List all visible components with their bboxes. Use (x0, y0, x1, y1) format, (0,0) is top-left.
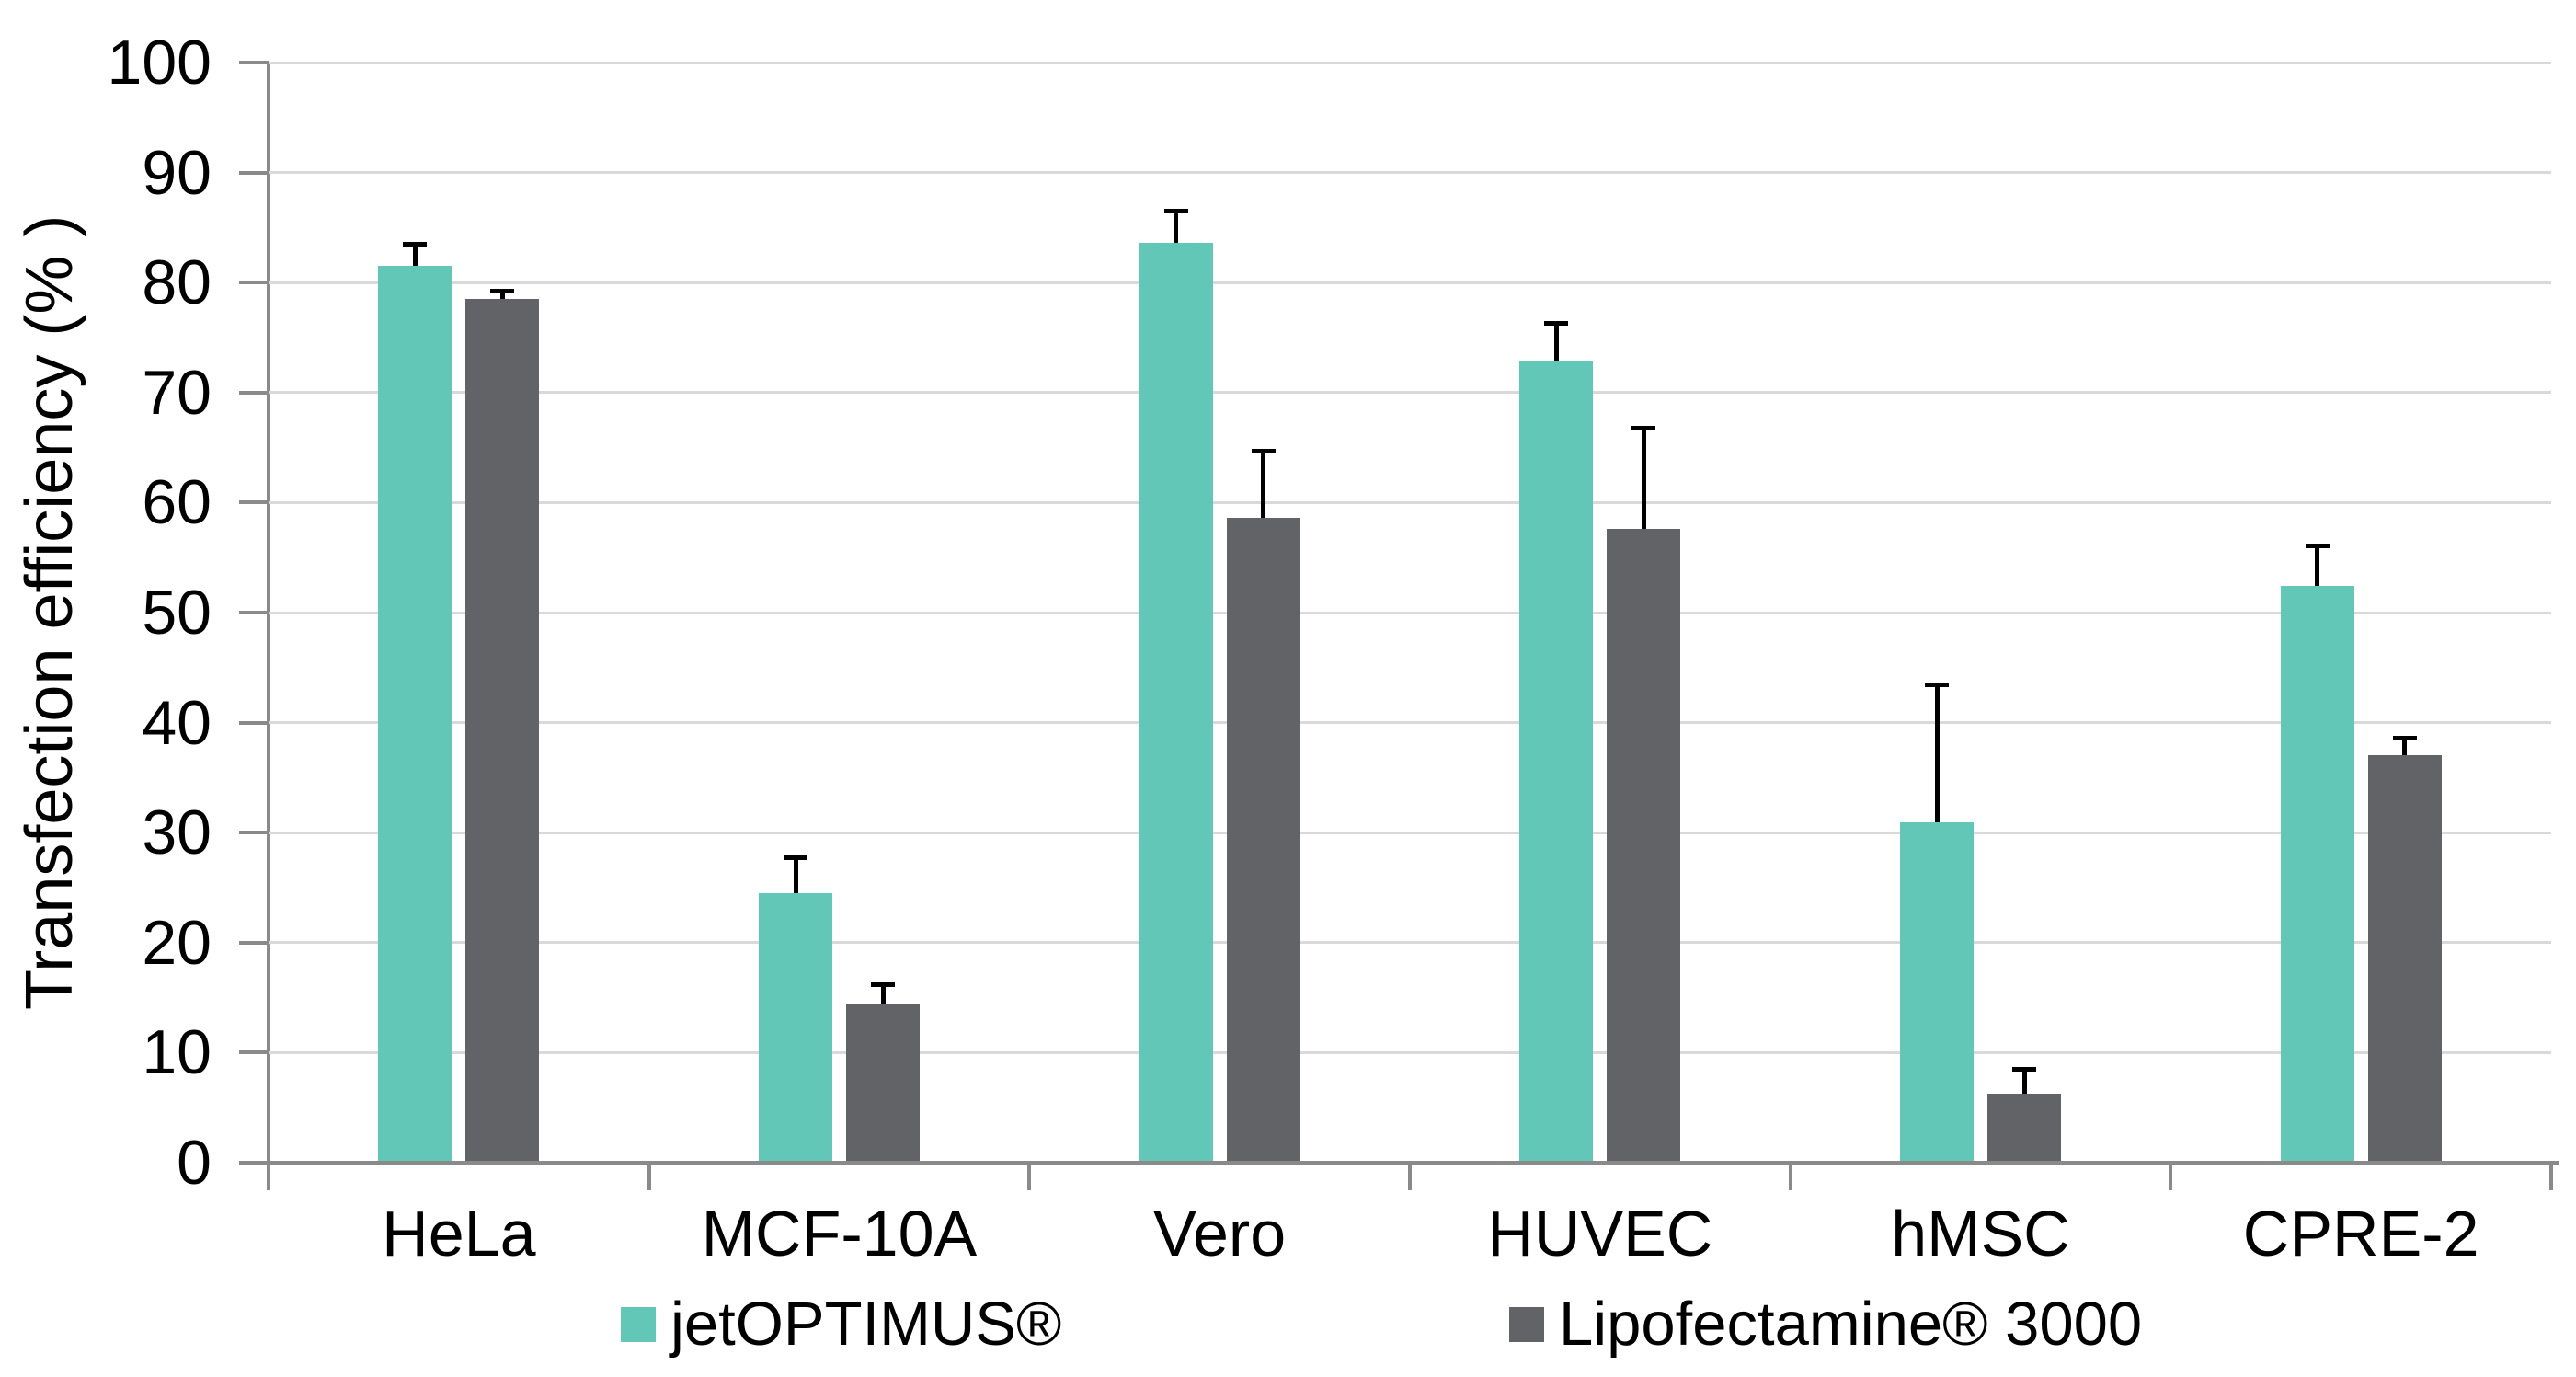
y-tick-label: 90 (142, 137, 212, 208)
error-bar-cap (2392, 735, 2417, 740)
x-category-label: CPRE-2 (2242, 1198, 2479, 1269)
bar-lipofectamine-3000-hela (465, 299, 540, 1163)
x-tick-mark (2549, 1163, 2553, 1190)
y-tick-mark (239, 500, 269, 505)
bar-lipofectamine-3000-huvec (1607, 529, 1681, 1163)
legend-entry-lipofectamine: Lipofectamine® 3000 (1509, 1293, 2142, 1355)
x-category-label: MCF-10A (701, 1198, 978, 1269)
error-bar-line (412, 244, 418, 267)
y-tick-mark (239, 170, 269, 175)
gridline (269, 831, 2551, 834)
error-bar-cap (2305, 543, 2330, 548)
error-bar-cap (490, 289, 515, 294)
y-tick-mark (239, 831, 269, 835)
error-bar-line (880, 984, 886, 1004)
y-tick-mark (239, 611, 269, 614)
y-tick-label: 40 (142, 687, 212, 758)
x-tick-mark (1027, 1163, 1032, 1190)
y-tick-mark (239, 720, 269, 725)
error-bar-line (1934, 684, 1940, 823)
x-tick-mark (2169, 1163, 2173, 1190)
x-category-label: hMSC (1891, 1198, 2070, 1269)
y-tick-mark (239, 940, 269, 945)
x-tick-mark (647, 1163, 651, 1190)
x-category-label: HUVEC (1487, 1198, 1713, 1269)
error-bar-line (1641, 428, 1646, 530)
error-bar-cap (871, 981, 895, 987)
x-category-label: Vero (1153, 1198, 1287, 1269)
y-tick-label: 20 (142, 907, 212, 978)
bar-jetoptimus--mcf-10a (759, 892, 832, 1163)
gridline (269, 1050, 2551, 1054)
error-bar-line (1174, 211, 1179, 244)
gridline (269, 941, 2551, 945)
y-tick-label: 50 (142, 578, 212, 648)
gridline (269, 500, 2551, 504)
bar-jetoptimus--vero (1139, 243, 1213, 1163)
error-bar-cap (2012, 1066, 2036, 1072)
bar-jetoptimus--huvec (1519, 361, 1594, 1163)
y-tick-label: 80 (142, 247, 212, 318)
x-tick-mark (1788, 1163, 1792, 1190)
legend-swatch-lipofectamine (1509, 1306, 1544, 1342)
error-bar-line (2402, 738, 2408, 756)
error-bar-line (2315, 545, 2320, 587)
gridline (269, 281, 2551, 284)
legend-swatch-jetoptimus (621, 1306, 656, 1342)
y-tick-label: 60 (142, 467, 212, 538)
error-bar-line (1553, 323, 1559, 362)
bar-lipofectamine-3000-vero (1226, 518, 1300, 1163)
y-tick-label: 100 (107, 28, 212, 98)
x-tick-mark (267, 1163, 270, 1190)
gridline (269, 171, 2551, 175)
legend-label-lipofectamine: Lipofectamine® 3000 (1559, 1290, 2143, 1359)
x-tick-mark (1408, 1163, 1412, 1190)
y-tick-mark (239, 281, 269, 285)
plot-area (269, 61, 2551, 1163)
bar-lipofectamine-3000-cpre-2 (2367, 755, 2442, 1163)
error-bar-line (793, 857, 798, 893)
error-bar-line (1261, 451, 1266, 519)
error-bar-cap (1925, 683, 1949, 688)
y-tick-label: 10 (142, 1017, 212, 1088)
gridline (269, 61, 2551, 64)
y-tick-mark (239, 1050, 269, 1055)
error-bar-cap (1631, 425, 1656, 430)
gridline (269, 391, 2551, 395)
y-axis-line (267, 63, 270, 1190)
x-category-label: HeLa (382, 1198, 536, 1269)
error-bar-cap (1163, 208, 1188, 213)
bar-jetoptimus--cpre-2 (2280, 586, 2354, 1163)
legend-entry-jetoptimus: jetOPTIMUS® (621, 1293, 1061, 1355)
bar-jetoptimus--hmsc (1900, 822, 1974, 1163)
gridline (269, 721, 2551, 725)
error-bar-cap (784, 855, 807, 861)
error-bar-line (2021, 1069, 2027, 1094)
y-tick-label: 30 (142, 798, 212, 868)
x-axis-line (267, 1161, 2559, 1165)
y-tick-label: 70 (142, 357, 212, 428)
error-bar-cap (1251, 448, 1276, 453)
error-bar-cap (1544, 320, 1569, 326)
y-tick-mark (239, 61, 269, 64)
y-tick-mark (239, 1161, 269, 1165)
bar-lipofectamine-3000-mcf-10a (846, 1003, 920, 1163)
y-tick-label: 0 (177, 1128, 212, 1198)
error-bar-cap (403, 241, 428, 247)
error-bar-line (499, 291, 505, 300)
bar-jetoptimus--hela (378, 266, 452, 1163)
bar-lipofectamine-3000-hmsc (1987, 1093, 2061, 1163)
y-tick-mark (239, 390, 269, 395)
gridline (269, 611, 2551, 614)
legend-label-jetoptimus: jetOPTIMUS® (670, 1290, 1062, 1359)
